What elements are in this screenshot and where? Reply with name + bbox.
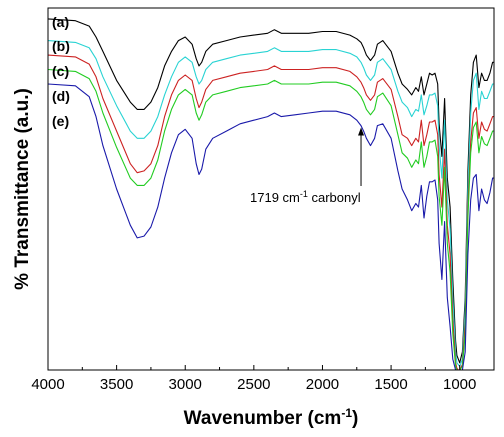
annotation-arrowhead	[358, 127, 365, 136]
x-tick-label: 2000	[306, 376, 339, 393]
series-label-a: (a)	[52, 14, 69, 30]
series-label-c: (c)	[52, 63, 69, 79]
x-tick-label: 1500	[374, 376, 407, 393]
series-label-b: (b)	[52, 38, 70, 54]
annotation-text: 1719 cm-1 carbonyl	[250, 189, 361, 205]
series-line-d	[47, 68, 494, 371]
x-axis-title: Wavenumber (cm-1)	[184, 406, 359, 429]
series-line-b	[47, 40, 494, 367]
x-axis-ticks: 4000 3500 3000 2500 2000 1500 1000	[31, 365, 476, 393]
y-axis-title: % Transmittance (a.u.)	[12, 88, 33, 290]
x-tick-label: 3000	[169, 376, 202, 393]
series-lines	[47, 18, 494, 371]
annotation: 1719 cm-1 carbonyl	[250, 127, 365, 205]
x-tick-label: 2500	[237, 376, 270, 393]
x-tick-label: 4000	[31, 376, 64, 393]
x-tick-label: 1000	[443, 376, 476, 393]
series-line-a	[47, 18, 494, 364]
plot-frame	[47, 7, 495, 371]
series-labels: (a) (b) (c) (d) (e)	[52, 14, 70, 129]
x-tick-label: 3500	[100, 376, 133, 393]
series-label-e: (e)	[52, 113, 69, 129]
series-label-d: (d)	[52, 88, 70, 104]
